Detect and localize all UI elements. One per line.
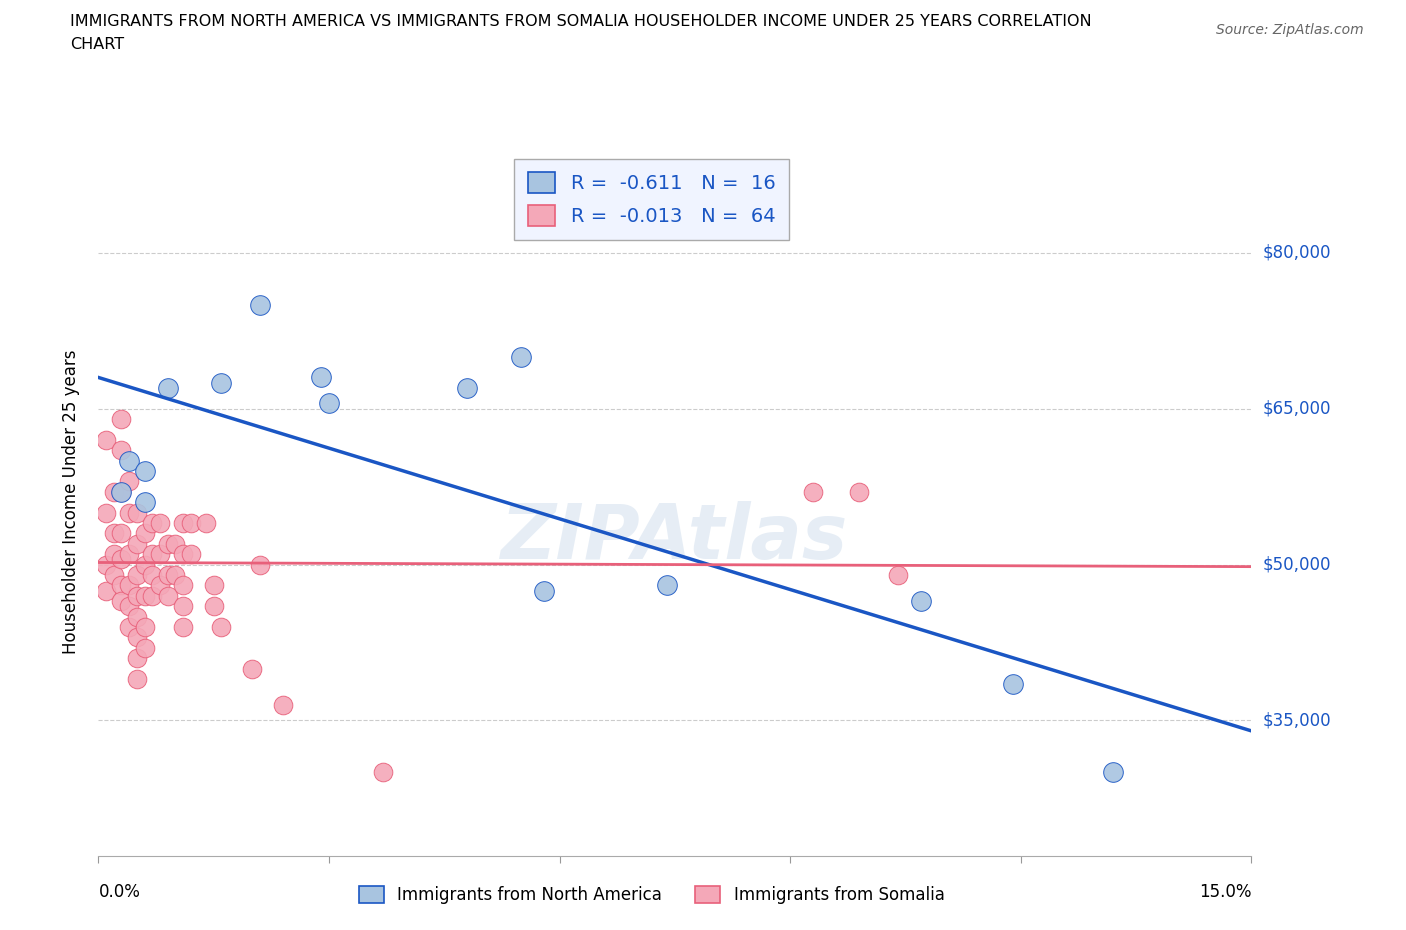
Point (103, 526, 125, 541)
Point (118, 505, 141, 520)
Point (94, 505, 117, 520)
Point (249, 298, 271, 312)
Text: IMMIGRANTS FROM NORTH AMERICA VS IMMIGRANTS FROM SOMALIA HOUSEHOLDER INCOME UNDE: IMMIGRANTS FROM NORTH AMERICA VS IMMIGRA… (70, 14, 1092, 29)
Text: $35,000: $35,000 (1263, 711, 1331, 729)
Point (172, 547, 194, 562)
Text: 15.0%: 15.0% (1199, 884, 1251, 901)
Point (149, 515, 172, 530)
Point (110, 551, 132, 566)
Point (118, 578, 141, 592)
Point (125, 505, 148, 520)
Point (134, 557, 156, 572)
Point (134, 463, 156, 478)
Point (209, 619, 232, 634)
Legend: Immigrants from North America, Immigrants from Somalia: Immigrants from North America, Immigrant… (353, 880, 952, 910)
Point (103, 567, 125, 582)
Point (202, 599, 225, 614)
Text: $80,000: $80,000 (1263, 244, 1331, 261)
Point (110, 526, 132, 541)
Point (134, 495, 156, 510)
Point (118, 547, 141, 562)
Point (510, 350, 533, 365)
Point (209, 375, 232, 390)
Point (125, 651, 148, 666)
Text: $65,000: $65,000 (1263, 400, 1331, 418)
Point (110, 485, 132, 499)
Point (141, 547, 163, 562)
Point (156, 537, 179, 551)
Point (371, 765, 394, 780)
Point (125, 537, 148, 551)
Point (165, 567, 187, 582)
Point (657, 578, 679, 592)
Point (103, 547, 125, 562)
Point (125, 630, 148, 644)
Point (172, 619, 194, 634)
Point (533, 583, 555, 598)
Point (94, 557, 117, 572)
Point (202, 578, 225, 592)
Point (110, 412, 132, 427)
Point (125, 609, 148, 624)
Point (801, 485, 824, 499)
Point (134, 526, 156, 541)
Point (887, 567, 910, 582)
Point (848, 485, 870, 499)
Point (172, 515, 194, 530)
Point (240, 661, 263, 676)
Text: $50,000: $50,000 (1263, 555, 1331, 574)
Point (910, 593, 932, 608)
Point (156, 589, 179, 604)
Point (94, 432, 117, 447)
Point (141, 515, 163, 530)
Point (103, 485, 125, 499)
Point (149, 578, 172, 592)
Point (125, 567, 148, 582)
Point (94, 583, 117, 598)
Point (125, 671, 148, 686)
Text: Source: ZipAtlas.com: Source: ZipAtlas.com (1216, 23, 1364, 37)
Point (195, 515, 218, 530)
Point (165, 537, 187, 551)
Point (271, 698, 294, 712)
Point (134, 640, 156, 655)
Point (110, 593, 132, 608)
Point (172, 578, 194, 592)
Point (141, 589, 163, 604)
Point (118, 619, 141, 634)
Text: CHART: CHART (70, 37, 124, 52)
Point (110, 578, 132, 592)
Point (134, 619, 156, 634)
Point (141, 567, 163, 582)
Point (134, 589, 156, 604)
Point (180, 547, 202, 562)
Point (156, 380, 179, 395)
Text: 0.0%: 0.0% (98, 884, 141, 901)
Point (456, 380, 478, 395)
Text: ZIPAtlas: ZIPAtlas (501, 500, 849, 575)
Point (125, 589, 148, 604)
Point (249, 557, 271, 572)
Point (118, 453, 141, 468)
Point (318, 396, 340, 411)
Point (149, 547, 172, 562)
Point (110, 485, 132, 499)
Point (311, 370, 333, 385)
Y-axis label: Householder Income Under 25 years: Householder Income Under 25 years (62, 350, 80, 655)
Point (156, 567, 179, 582)
Point (110, 443, 132, 458)
Point (172, 599, 194, 614)
Point (1102, 765, 1125, 780)
Point (1002, 677, 1025, 692)
Point (118, 474, 141, 489)
Point (118, 599, 141, 614)
Point (180, 515, 202, 530)
